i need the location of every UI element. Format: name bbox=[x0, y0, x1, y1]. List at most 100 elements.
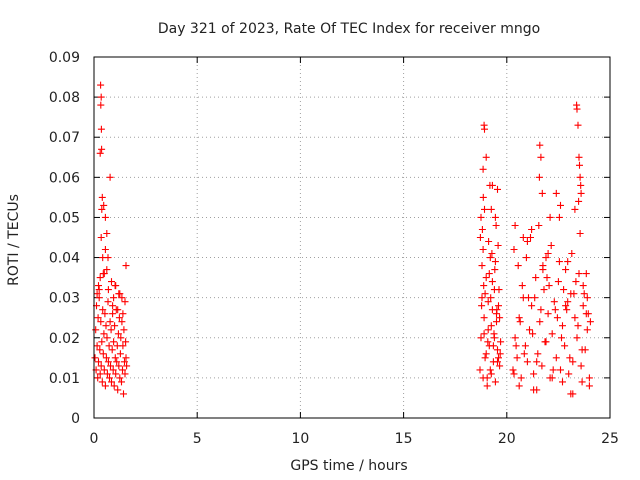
data-point bbox=[120, 390, 127, 398]
data-point bbox=[539, 262, 547, 270]
data-point bbox=[488, 181, 496, 189]
data-point bbox=[530, 370, 538, 378]
data-point bbox=[548, 330, 556, 338]
data-point bbox=[98, 338, 106, 346]
data-point bbox=[525, 294, 532, 302]
data-point bbox=[494, 358, 501, 366]
data-point bbox=[561, 342, 569, 350]
data-point bbox=[544, 250, 552, 257]
data-point bbox=[92, 326, 100, 334]
data-point bbox=[526, 326, 533, 334]
data-point bbox=[481, 290, 489, 298]
data-point bbox=[479, 165, 487, 173]
data-point bbox=[110, 338, 118, 346]
y-tick-label: 0.05 bbox=[49, 210, 80, 226]
data-point bbox=[528, 226, 536, 233]
data-point bbox=[510, 370, 518, 378]
data-point bbox=[586, 318, 594, 326]
data-point bbox=[555, 258, 563, 266]
data-point bbox=[100, 270, 108, 278]
data-point bbox=[97, 81, 105, 89]
data-point bbox=[97, 101, 105, 109]
data-point bbox=[482, 274, 490, 282]
data-point bbox=[121, 358, 128, 366]
data-point bbox=[106, 374, 113, 382]
data-point bbox=[552, 189, 560, 197]
data-point bbox=[574, 322, 582, 330]
data-point bbox=[511, 334, 519, 342]
data-point bbox=[477, 213, 485, 221]
data-point bbox=[540, 286, 548, 294]
data-point bbox=[100, 330, 108, 338]
data-point bbox=[577, 362, 585, 370]
data-point bbox=[488, 250, 496, 257]
data-point bbox=[102, 322, 110, 330]
data-point bbox=[95, 282, 102, 290]
data-point bbox=[122, 262, 130, 270]
data-point bbox=[570, 290, 578, 298]
data-point bbox=[97, 234, 105, 241]
data-point bbox=[518, 282, 526, 290]
data-point bbox=[566, 354, 574, 362]
data-point bbox=[512, 342, 520, 350]
x-tick-label: 20 bbox=[498, 431, 516, 447]
data-point bbox=[496, 314, 504, 322]
data-point bbox=[576, 230, 584, 237]
y-tick-label: 0.03 bbox=[49, 291, 80, 307]
data-point bbox=[574, 121, 582, 129]
x-tick-label: 25 bbox=[601, 431, 619, 447]
data-point bbox=[94, 374, 102, 382]
data-point bbox=[559, 322, 566, 330]
data-point bbox=[533, 358, 541, 366]
data-point bbox=[536, 318, 544, 326]
data-point bbox=[101, 382, 109, 390]
data-point bbox=[119, 310, 127, 318]
data-point bbox=[522, 254, 530, 262]
data-point bbox=[493, 318, 500, 326]
data-point bbox=[483, 382, 491, 390]
data-point bbox=[101, 213, 109, 221]
data-point bbox=[107, 362, 114, 370]
data-point bbox=[98, 193, 106, 201]
data-point bbox=[93, 342, 101, 350]
data-point bbox=[121, 298, 129, 306]
data-point bbox=[560, 286, 568, 294]
data-point bbox=[585, 382, 593, 390]
data-point bbox=[496, 350, 504, 358]
y-tick-label: 0.01 bbox=[49, 371, 80, 387]
data-point bbox=[509, 366, 517, 374]
data-point bbox=[576, 173, 584, 181]
data-point bbox=[113, 358, 121, 366]
data-point bbox=[491, 266, 499, 274]
data-point bbox=[552, 354, 560, 362]
data-point bbox=[495, 302, 502, 310]
data-point bbox=[572, 278, 580, 286]
x-tick-label: 0 bbox=[90, 431, 99, 447]
data-point bbox=[532, 274, 540, 282]
data-point bbox=[116, 290, 124, 298]
data-point bbox=[579, 302, 587, 310]
data-point bbox=[531, 294, 539, 302]
gridlines bbox=[94, 57, 610, 418]
data-point bbox=[108, 346, 116, 354]
data-point bbox=[548, 374, 556, 382]
data-point bbox=[118, 378, 125, 386]
data-point bbox=[104, 254, 112, 262]
data-point bbox=[571, 205, 579, 213]
data-point bbox=[491, 378, 499, 386]
data-point bbox=[96, 346, 104, 354]
data-points bbox=[91, 81, 594, 398]
data-point bbox=[480, 282, 488, 290]
data-point bbox=[106, 318, 114, 326]
data-point bbox=[97, 93, 105, 101]
data-point bbox=[547, 242, 555, 249]
data-point bbox=[97, 125, 105, 133]
data-point bbox=[517, 374, 525, 382]
data-point bbox=[543, 274, 551, 282]
data-point bbox=[482, 350, 490, 358]
data-point bbox=[115, 314, 123, 322]
data-point bbox=[541, 338, 549, 346]
data-point bbox=[576, 161, 583, 169]
data-point bbox=[95, 294, 103, 302]
data-point bbox=[559, 378, 566, 386]
